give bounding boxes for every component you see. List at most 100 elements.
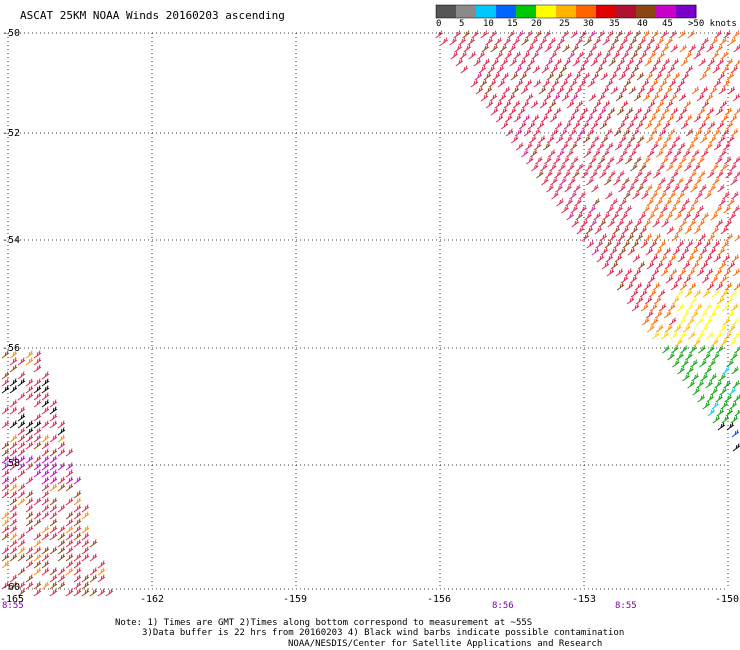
wind-barb	[719, 275, 728, 284]
wind-barb	[598, 156, 606, 165]
wind-barb	[546, 184, 554, 193]
wind-barb	[729, 338, 737, 347]
wind-barb	[663, 72, 672, 81]
wind-barb	[648, 114, 657, 123]
wind-barb	[615, 30, 623, 39]
legend-swatch	[676, 5, 697, 18]
wind-barb	[660, 30, 668, 39]
wind-barb	[17, 497, 26, 506]
wind-barb	[698, 121, 707, 130]
wind-barb	[653, 121, 662, 130]
wind-barb	[712, 240, 721, 249]
wind-barb	[691, 198, 699, 207]
wind-barb	[710, 37, 718, 46]
wind-barb	[503, 37, 511, 46]
wind-barb	[81, 588, 90, 597]
wind-barb	[33, 581, 42, 590]
wind-barb	[9, 518, 18, 527]
note-line-1: Note: 1) Times are GMT 2)Times along bot…	[115, 618, 533, 628]
wind-barb	[620, 212, 628, 221]
wind-barb	[630, 51, 638, 60]
wind-barb	[697, 44, 705, 53]
wind-barb	[1, 420, 10, 429]
wind-barb	[550, 65, 559, 74]
wind-barb	[588, 93, 597, 102]
legend-swatch	[476, 5, 497, 18]
wind-barb	[578, 191, 586, 200]
wind-barb	[526, 156, 534, 165]
wind-barb	[1, 525, 10, 534]
wind-barb	[33, 511, 42, 520]
wind-barb	[725, 408, 734, 417]
wind-barb	[33, 413, 42, 422]
wind-barb	[720, 163, 728, 172]
wind-barb	[590, 170, 598, 179]
wind-barb	[704, 317, 713, 326]
wind-barb	[595, 240, 604, 249]
wind-barb	[625, 282, 634, 291]
wind-barb	[708, 359, 716, 368]
wind-barb	[527, 58, 536, 67]
wind-barb	[581, 121, 590, 130]
wind-barb	[615, 268, 624, 277]
wind-barb	[9, 574, 18, 583]
wind-barb	[729, 163, 737, 172]
wind-barb	[551, 79, 560, 88]
wind-barb	[563, 121, 572, 130]
legend-label: >50 knots	[688, 19, 737, 29]
wind-barb	[65, 560, 74, 569]
wind-barb	[728, 387, 736, 396]
wind-barb	[669, 268, 678, 277]
wind-barb	[1, 553, 10, 562]
wind-barb	[715, 44, 723, 53]
wind-barb	[41, 553, 50, 562]
wind-barb	[485, 100, 494, 109]
wind-barb	[683, 100, 692, 109]
wind-barb	[480, 93, 489, 102]
wind-barb	[648, 51, 656, 60]
wind-barb	[533, 79, 542, 88]
wind-barb	[666, 114, 675, 123]
wind-barb	[41, 378, 50, 387]
wind-barb	[681, 184, 689, 193]
wind-barb	[687, 30, 695, 39]
wind-barb	[656, 149, 664, 158]
lat-label-52: -52	[2, 128, 21, 139]
wind-barb	[33, 546, 42, 555]
wind-barb	[699, 184, 707, 193]
wind-barb	[611, 212, 619, 221]
wind-barb	[495, 51, 503, 60]
wind-barb	[73, 504, 82, 513]
wind-barb	[666, 226, 674, 235]
wind-barb	[567, 114, 576, 123]
wind-barb	[33, 364, 42, 373]
wind-barb	[668, 142, 677, 151]
wind-barb	[597, 93, 606, 102]
wind-barb	[538, 86, 547, 95]
wind-barb	[643, 107, 652, 116]
wind-barb	[616, 282, 625, 291]
wind-barb	[625, 107, 634, 116]
wind-barb	[514, 128, 523, 137]
wind-barb	[625, 156, 633, 165]
wind-barb	[667, 177, 675, 186]
wind-barb	[574, 198, 582, 207]
wind-barb	[33, 539, 42, 548]
wind-barb	[33, 462, 42, 471]
wind-barb	[632, 254, 641, 263]
wind-barb	[672, 247, 681, 256]
wind-barb	[720, 114, 729, 123]
wind-barb	[559, 177, 567, 186]
wind-barb	[625, 219, 633, 228]
wind-barb	[731, 429, 740, 438]
wind-barb	[518, 121, 527, 130]
wind-barb	[501, 72, 510, 81]
wind-barb	[688, 156, 696, 165]
wind-barb	[508, 107, 517, 116]
wind-barb	[570, 93, 579, 102]
wind-barb	[711, 338, 719, 347]
wind-barb	[671, 170, 679, 179]
wind-barb	[719, 324, 727, 333]
wind-barb	[631, 303, 640, 312]
wind-barb	[489, 30, 497, 39]
